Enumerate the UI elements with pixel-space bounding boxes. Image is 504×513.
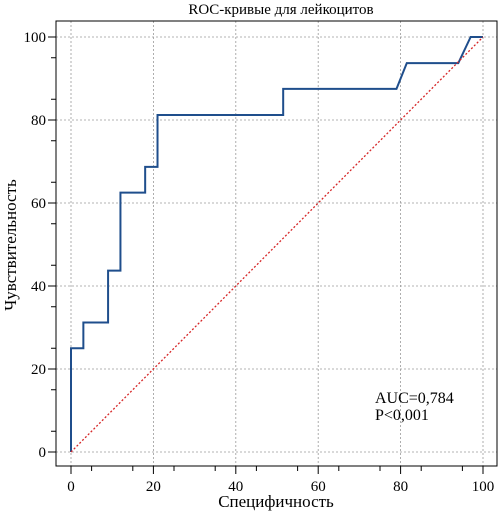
y-axis-label: Чувствительность (1, 179, 20, 311)
series-layer (70, 36, 484, 453)
chart-title: ROC-кривые для лейкоцитов (188, 2, 373, 18)
y-tick-label: 80 (31, 113, 46, 129)
roc-curve-line (70, 36, 483, 452)
grid-lines (56, 21, 497, 466)
x-axis-label: Специфичность (218, 492, 334, 511)
axis-ticks: 0 0 20 20 40 40 60 60 80 80 100 100 (24, 30, 495, 495)
plot-frame (55, 20, 498, 467)
y-tick-label: 40 (31, 279, 46, 295)
y-tick-label: 20 (31, 362, 46, 378)
x-tick-label: 80 (393, 479, 408, 495)
auc-annotation: AUC=0,784 (375, 390, 454, 407)
y-tick-label: 60 (31, 196, 46, 212)
y-tick-label: 100 (24, 30, 47, 46)
reference-diagonal-line (70, 36, 484, 453)
x-tick-label: 60 (311, 479, 326, 495)
x-tick-label: 100 (472, 479, 495, 495)
y-tick-label: 0 (39, 445, 47, 461)
x-tick-label: 40 (228, 479, 243, 495)
x-tick-label: 20 (146, 479, 161, 495)
p-value-annotation: P<0,001 (375, 407, 429, 424)
x-tick-label: 0 (67, 479, 75, 495)
